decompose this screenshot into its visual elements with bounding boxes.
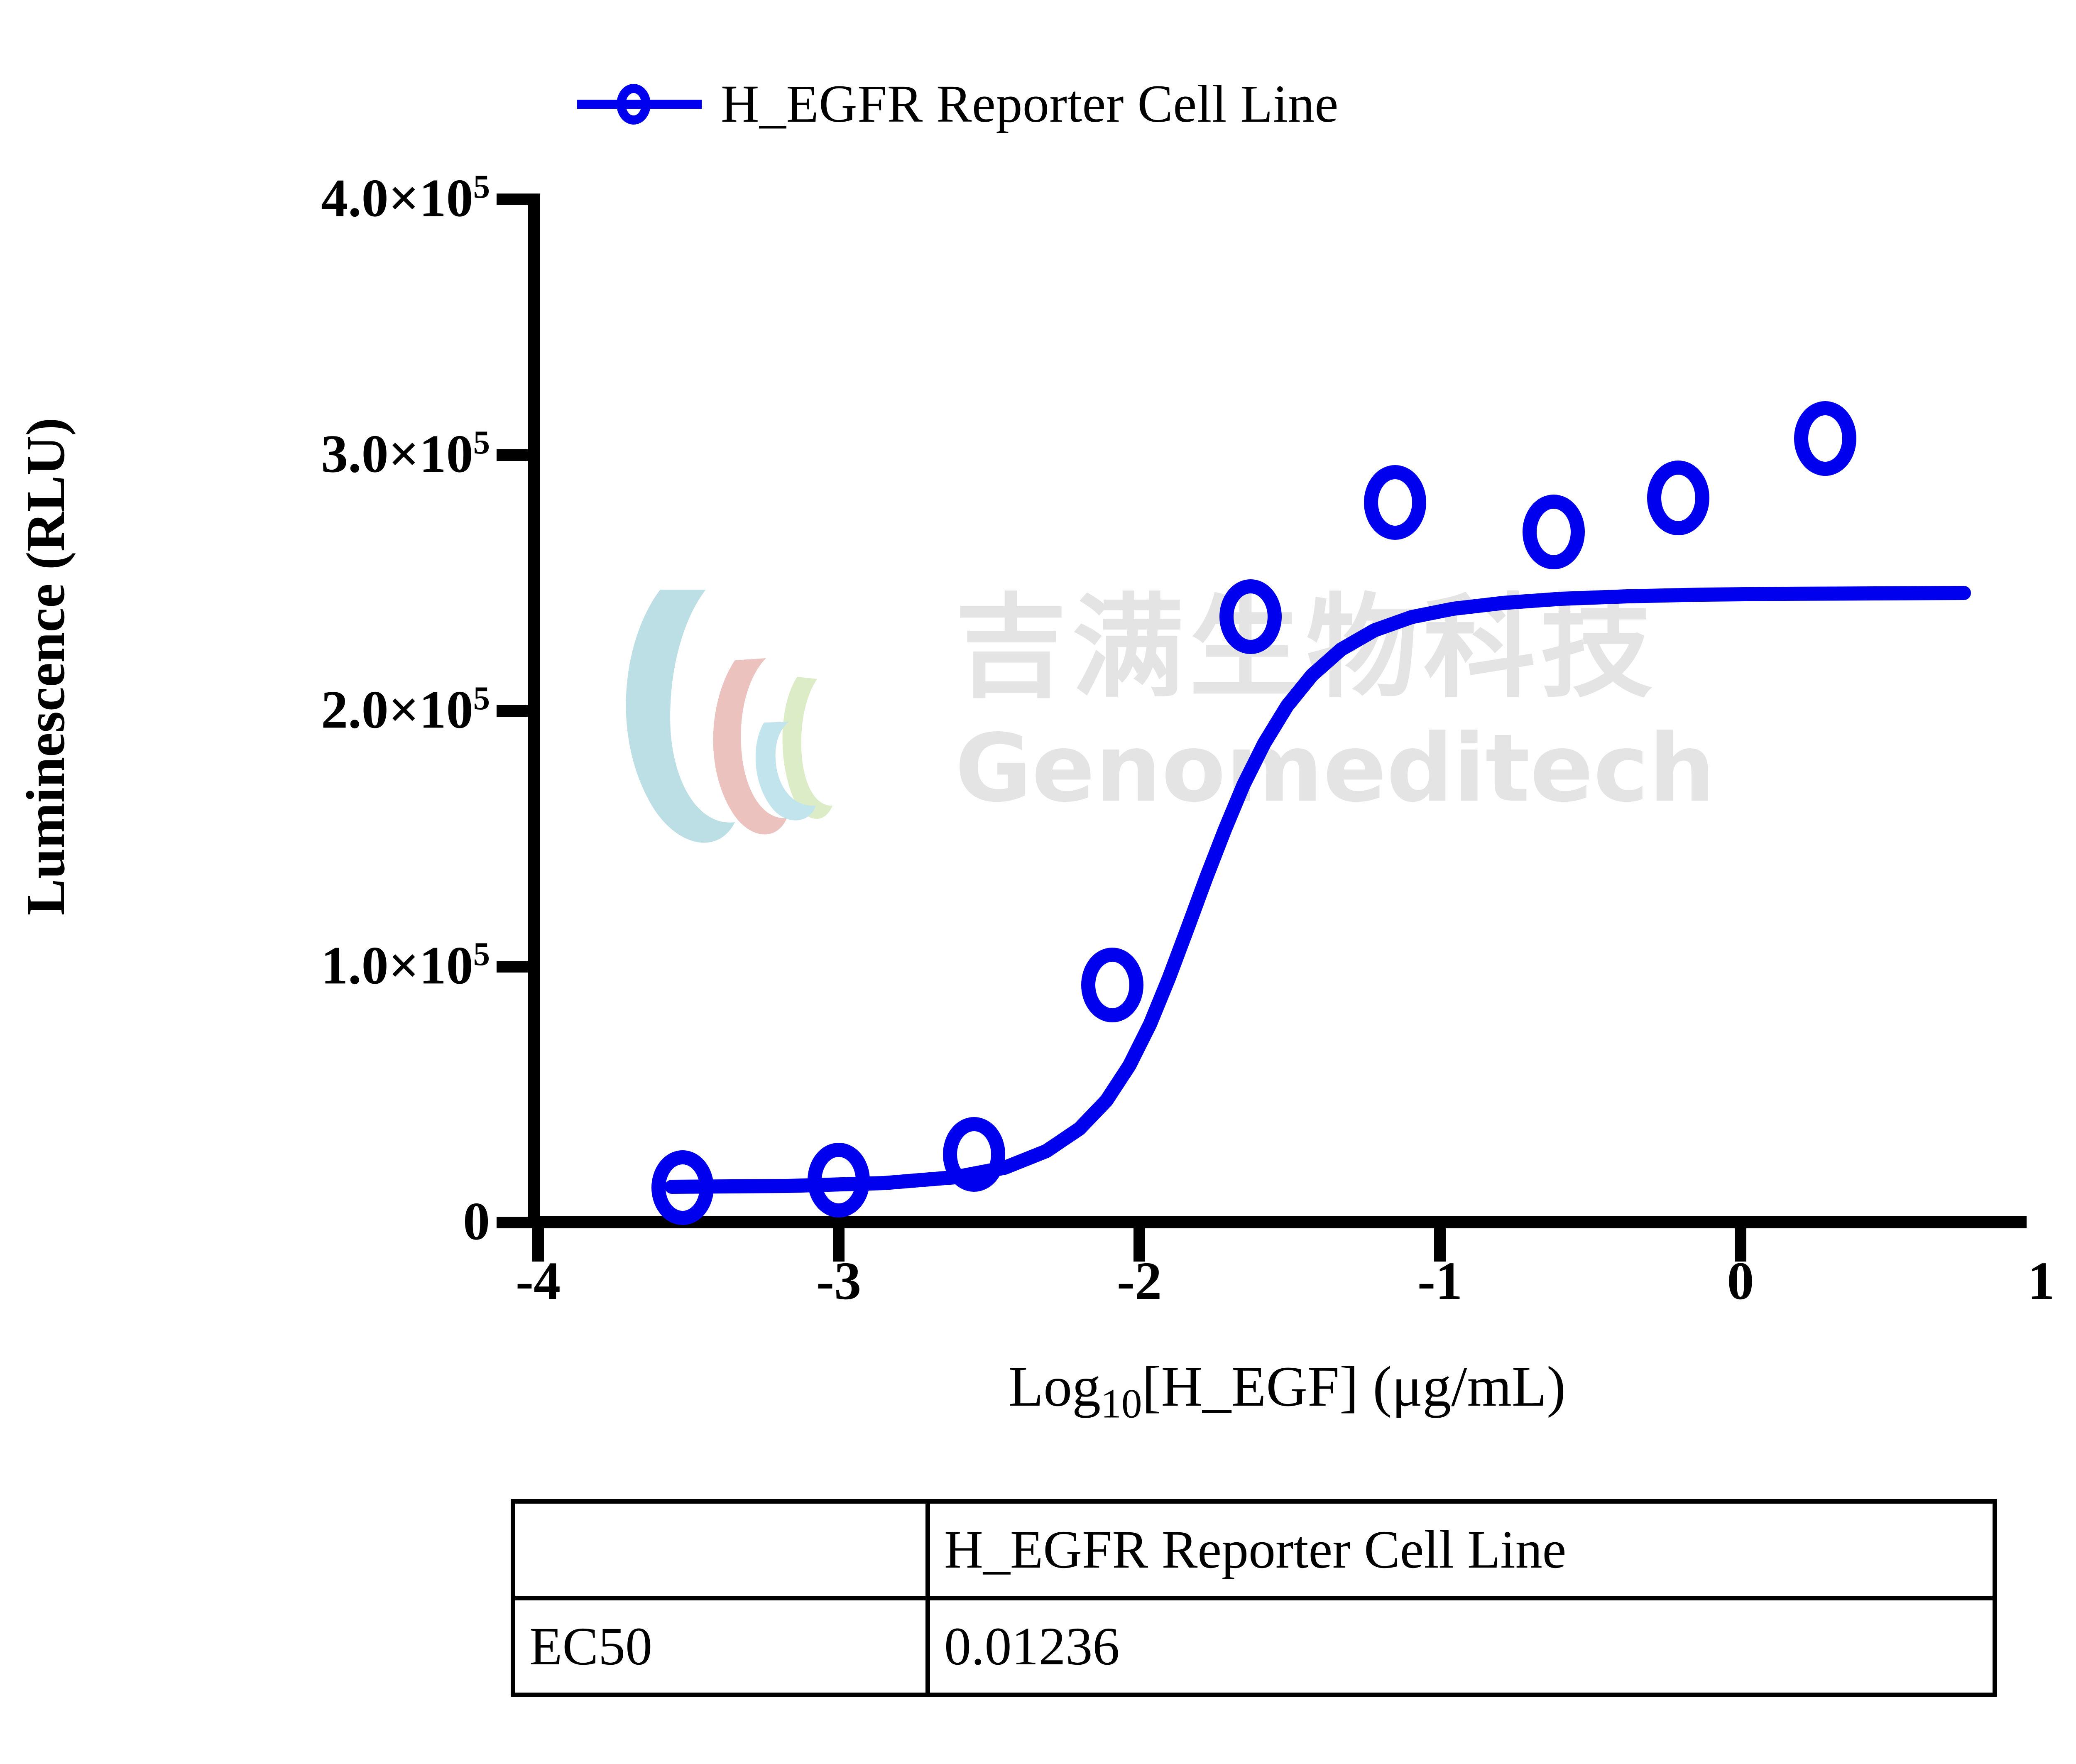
y-axis-ticks [497, 194, 530, 1228]
x-tick-label: -1 [1417, 1251, 1463, 1311]
y-tick-label: 2.0×105 [174, 680, 490, 740]
table-row: EC50 0.01236 [511, 1596, 1997, 1697]
data-point [1219, 579, 1282, 654]
ec50-table: H_EGFR Reporter Cell Line EC50 0.01236 [511, 1499, 1997, 1697]
y-tick-exponent: 5 [473, 424, 490, 461]
fit-curve [665, 586, 1971, 1194]
table-header-series: H_EGFR Reporter Cell Line [925, 1499, 1997, 1600]
table-row-value-ec50: 0.01236 [925, 1596, 1997, 1697]
data-point [1794, 401, 1856, 476]
y-tick-mantissa: 2.0×10 [321, 680, 473, 740]
y-tick-label: 3.0×105 [174, 426, 490, 481]
x-axis-title-subscript: 10 [1101, 1381, 1142, 1427]
y-tick-label: 0 [174, 1193, 490, 1248]
y-tick-mantissa: 0 [463, 1191, 490, 1252]
y-tick-mantissa: 1.0×10 [321, 936, 473, 996]
data-point [1081, 948, 1143, 1022]
data-point-markers [651, 401, 1856, 1225]
x-axis-tick-labels: -4 -3 -2 -1 0 1 [0, 1254, 2076, 1337]
y-tick-label: 4.0×105 [174, 170, 490, 225]
x-axis-title-prefix: Log [1008, 1355, 1101, 1418]
x-tick-label: 1 [2027, 1251, 2055, 1311]
x-tick-label: -4 [515, 1251, 561, 1311]
x-axis-ticks [532, 1228, 1746, 1262]
table-row-label-ec50: EC50 [511, 1596, 930, 1697]
x-axis-title: Log10[H_EGF] (μg/mL) [536, 1358, 2039, 1425]
data-point [1364, 465, 1426, 540]
x-tick-label: -3 [816, 1251, 862, 1311]
data-point [651, 1150, 714, 1225]
x-tick-label: -2 [1116, 1251, 1162, 1311]
table-header-empty [511, 1499, 930, 1600]
data-point [943, 1117, 1005, 1192]
data-point [808, 1143, 870, 1218]
x-axis-title-suffix: [H_EGF] (μg/mL) [1142, 1355, 1566, 1418]
chart-legend: H_EGFR Reporter Cell Line [577, 71, 1339, 137]
y-axis-tick-labels: 4.0×105 3.0×105 2.0×105 1.0×105 0 [174, 0, 490, 1764]
y-tick-mantissa: 4.0×10 [321, 168, 473, 228]
y-tick-exponent: 5 [473, 680, 490, 717]
y-tick-label: 1.0×105 [174, 936, 490, 996]
x-axis-line [528, 1216, 2027, 1228]
y-tick-mantissa: 3.0×10 [321, 424, 473, 484]
legend-marker-icon [577, 79, 702, 129]
legend-series-label: H_EGFR Reporter Cell Line [721, 74, 1339, 133]
y-tick-exponent: 5 [473, 936, 490, 973]
x-tick-label: 0 [1727, 1251, 1754, 1311]
data-point [1523, 495, 1585, 569]
table-row: H_EGFR Reporter Cell Line [511, 1499, 1997, 1600]
y-tick-exponent: 5 [473, 168, 490, 205]
data-point [1647, 461, 1709, 535]
